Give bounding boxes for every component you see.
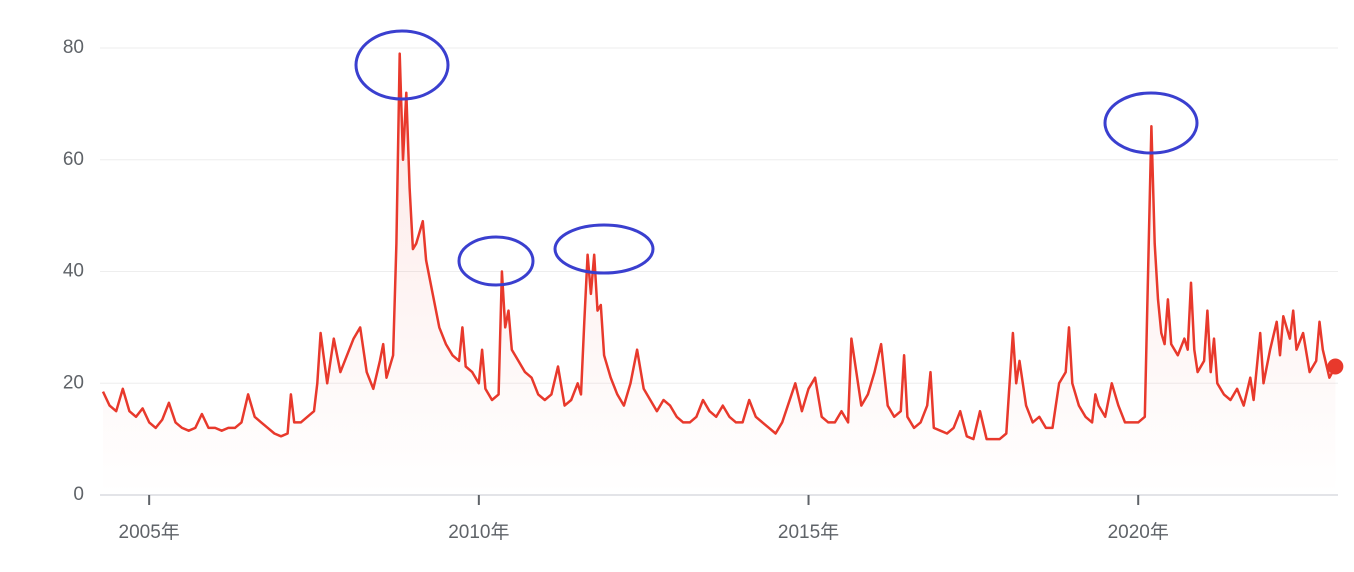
end-dot: [1327, 358, 1344, 375]
highlight-ellipse: [553, 223, 655, 275]
highlight-ellipse: [457, 235, 535, 287]
y-tick-label: 60: [63, 149, 84, 170]
x-tick-label: 2020年: [1108, 521, 1169, 543]
highlight-ellipse: [354, 29, 450, 101]
y-tick-label: 0: [73, 484, 84, 505]
plot: 0 20 40 60 80 2005年 2010年 2015年 2020年: [63, 37, 1344, 543]
line: [101, 52, 1337, 441]
y-tick-label: 80: [63, 37, 84, 58]
y-tick-label: 20: [63, 372, 84, 393]
area: [103, 53, 1336, 495]
x-tick-label: 2010年: [448, 521, 509, 543]
highlights: [354, 29, 1199, 287]
highlight-ellipse: [1103, 91, 1199, 155]
x-tick-label: 2005年: [119, 521, 180, 543]
x-tick-label: 2015年: [778, 521, 839, 543]
y-tick-label: 40: [63, 261, 84, 282]
